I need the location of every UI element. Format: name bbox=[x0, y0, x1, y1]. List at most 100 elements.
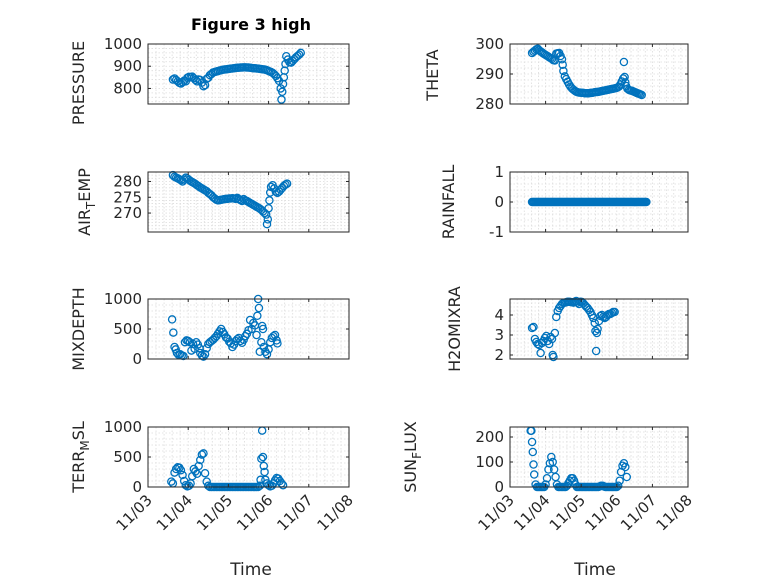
data-point bbox=[167, 477, 176, 486]
data-point bbox=[616, 467, 626, 477]
y-tick-label: 270 bbox=[113, 204, 142, 222]
x-tick-label: 11/06 bbox=[233, 491, 276, 534]
data-point bbox=[622, 472, 632, 482]
data-point bbox=[184, 481, 194, 491]
axes-background bbox=[148, 427, 349, 487]
data-point bbox=[237, 196, 247, 206]
data-point bbox=[529, 460, 538, 469]
data-point bbox=[550, 328, 560, 338]
panel-pressure: PRESSURE 800 900 1000 bbox=[69, 35, 350, 125]
data-point bbox=[256, 475, 265, 485]
axes-box bbox=[147, 171, 350, 233]
y-tick-label: 200 bbox=[475, 428, 504, 446]
data-point bbox=[528, 447, 538, 457]
svg-text:MIXDEPTH: MIXDEPTH bbox=[69, 287, 88, 370]
data-point bbox=[621, 462, 630, 472]
data-point bbox=[253, 311, 262, 321]
data-point bbox=[255, 481, 265, 491]
data-point bbox=[200, 80, 210, 90]
data-point bbox=[264, 480, 273, 490]
data-point bbox=[557, 55, 567, 64]
data-point bbox=[259, 461, 269, 471]
x-tick-label: 11/06 bbox=[581, 491, 624, 534]
data-point bbox=[527, 323, 537, 333]
y-tick-label: 275 bbox=[113, 188, 142, 206]
y-tick-label: 1000 bbox=[104, 35, 142, 53]
data-point bbox=[277, 95, 286, 104]
data-point bbox=[270, 330, 280, 340]
data-point bbox=[592, 328, 602, 338]
data-point bbox=[179, 351, 188, 361]
data-point bbox=[200, 349, 210, 359]
data-point bbox=[254, 303, 264, 313]
ylabel-terr-msl: TERRMSL bbox=[69, 421, 92, 494]
data-point bbox=[199, 81, 208, 91]
x-tick-label: 11/08 bbox=[653, 491, 696, 534]
data-point bbox=[169, 328, 178, 337]
y-tick-label: 0 bbox=[494, 478, 504, 496]
data-point bbox=[294, 50, 304, 59]
y-tick-label: 1000 bbox=[104, 418, 142, 436]
data-point bbox=[613, 481, 623, 490]
data-point bbox=[544, 465, 553, 474]
axes-box bbox=[147, 43, 350, 105]
data-point bbox=[615, 476, 624, 485]
x-tick-label: 11/05 bbox=[193, 491, 236, 534]
data-point bbox=[536, 348, 545, 358]
data-point bbox=[181, 480, 191, 490]
y-tick-label: 4 bbox=[494, 306, 504, 324]
ylabel-theta: THETA bbox=[423, 49, 442, 101]
data-point bbox=[273, 339, 282, 348]
data-point bbox=[194, 461, 203, 471]
data-point bbox=[264, 204, 273, 213]
x-tick-label: 11/03 bbox=[113, 491, 156, 534]
svg-text:H2OMIXRA: H2OMIXRA bbox=[445, 286, 464, 372]
y-tick-label: 290 bbox=[475, 65, 504, 83]
data-point bbox=[549, 352, 558, 362]
y-tick-label: 300 bbox=[475, 35, 504, 53]
data-point bbox=[259, 342, 269, 352]
data-point bbox=[199, 449, 208, 458]
x-tick-label: 11/04 bbox=[153, 491, 196, 534]
y-tick-label: 1 bbox=[494, 163, 504, 181]
data-point bbox=[260, 467, 269, 477]
data-point bbox=[529, 470, 539, 479]
data-point bbox=[176, 465, 186, 475]
xlabel-right: Time bbox=[573, 560, 616, 580]
data-point bbox=[620, 72, 629, 82]
x-tick-label: 11/04 bbox=[510, 491, 553, 534]
data-point bbox=[559, 66, 568, 76]
y-tick-label: 0 bbox=[494, 193, 504, 211]
data-point bbox=[281, 59, 290, 69]
y-tick-label: 100 bbox=[475, 453, 504, 471]
xlabel-left: Time bbox=[229, 560, 272, 580]
axes-box bbox=[509, 298, 689, 360]
data-point bbox=[558, 60, 567, 69]
data-point bbox=[262, 349, 272, 359]
data-point bbox=[542, 473, 552, 483]
data-point bbox=[591, 346, 601, 356]
data-point bbox=[278, 87, 287, 97]
data-point bbox=[258, 452, 268, 462]
ylabel-h2omixra: H2OMIXRA bbox=[445, 286, 464, 372]
y-tick-label: 800 bbox=[113, 79, 142, 97]
data-point bbox=[527, 437, 537, 447]
data-point bbox=[619, 57, 629, 67]
y-tick-label: 0 bbox=[132, 478, 142, 496]
data-point bbox=[192, 469, 202, 479]
data-point bbox=[610, 307, 619, 317]
y-tick-label: 280 bbox=[113, 172, 142, 190]
svg-text:PRESSURE: PRESSURE bbox=[69, 41, 88, 125]
ylabel-mixdepth: MIXDEPTH bbox=[69, 287, 88, 370]
y-tick-label: 0 bbox=[132, 350, 142, 368]
data-point bbox=[168, 75, 178, 84]
data-point bbox=[637, 90, 646, 100]
data-point bbox=[257, 454, 266, 464]
y-tick-label: 900 bbox=[113, 57, 142, 75]
data-point bbox=[642, 197, 651, 207]
ylabel-air-temp: AIRTEMP bbox=[75, 168, 98, 236]
